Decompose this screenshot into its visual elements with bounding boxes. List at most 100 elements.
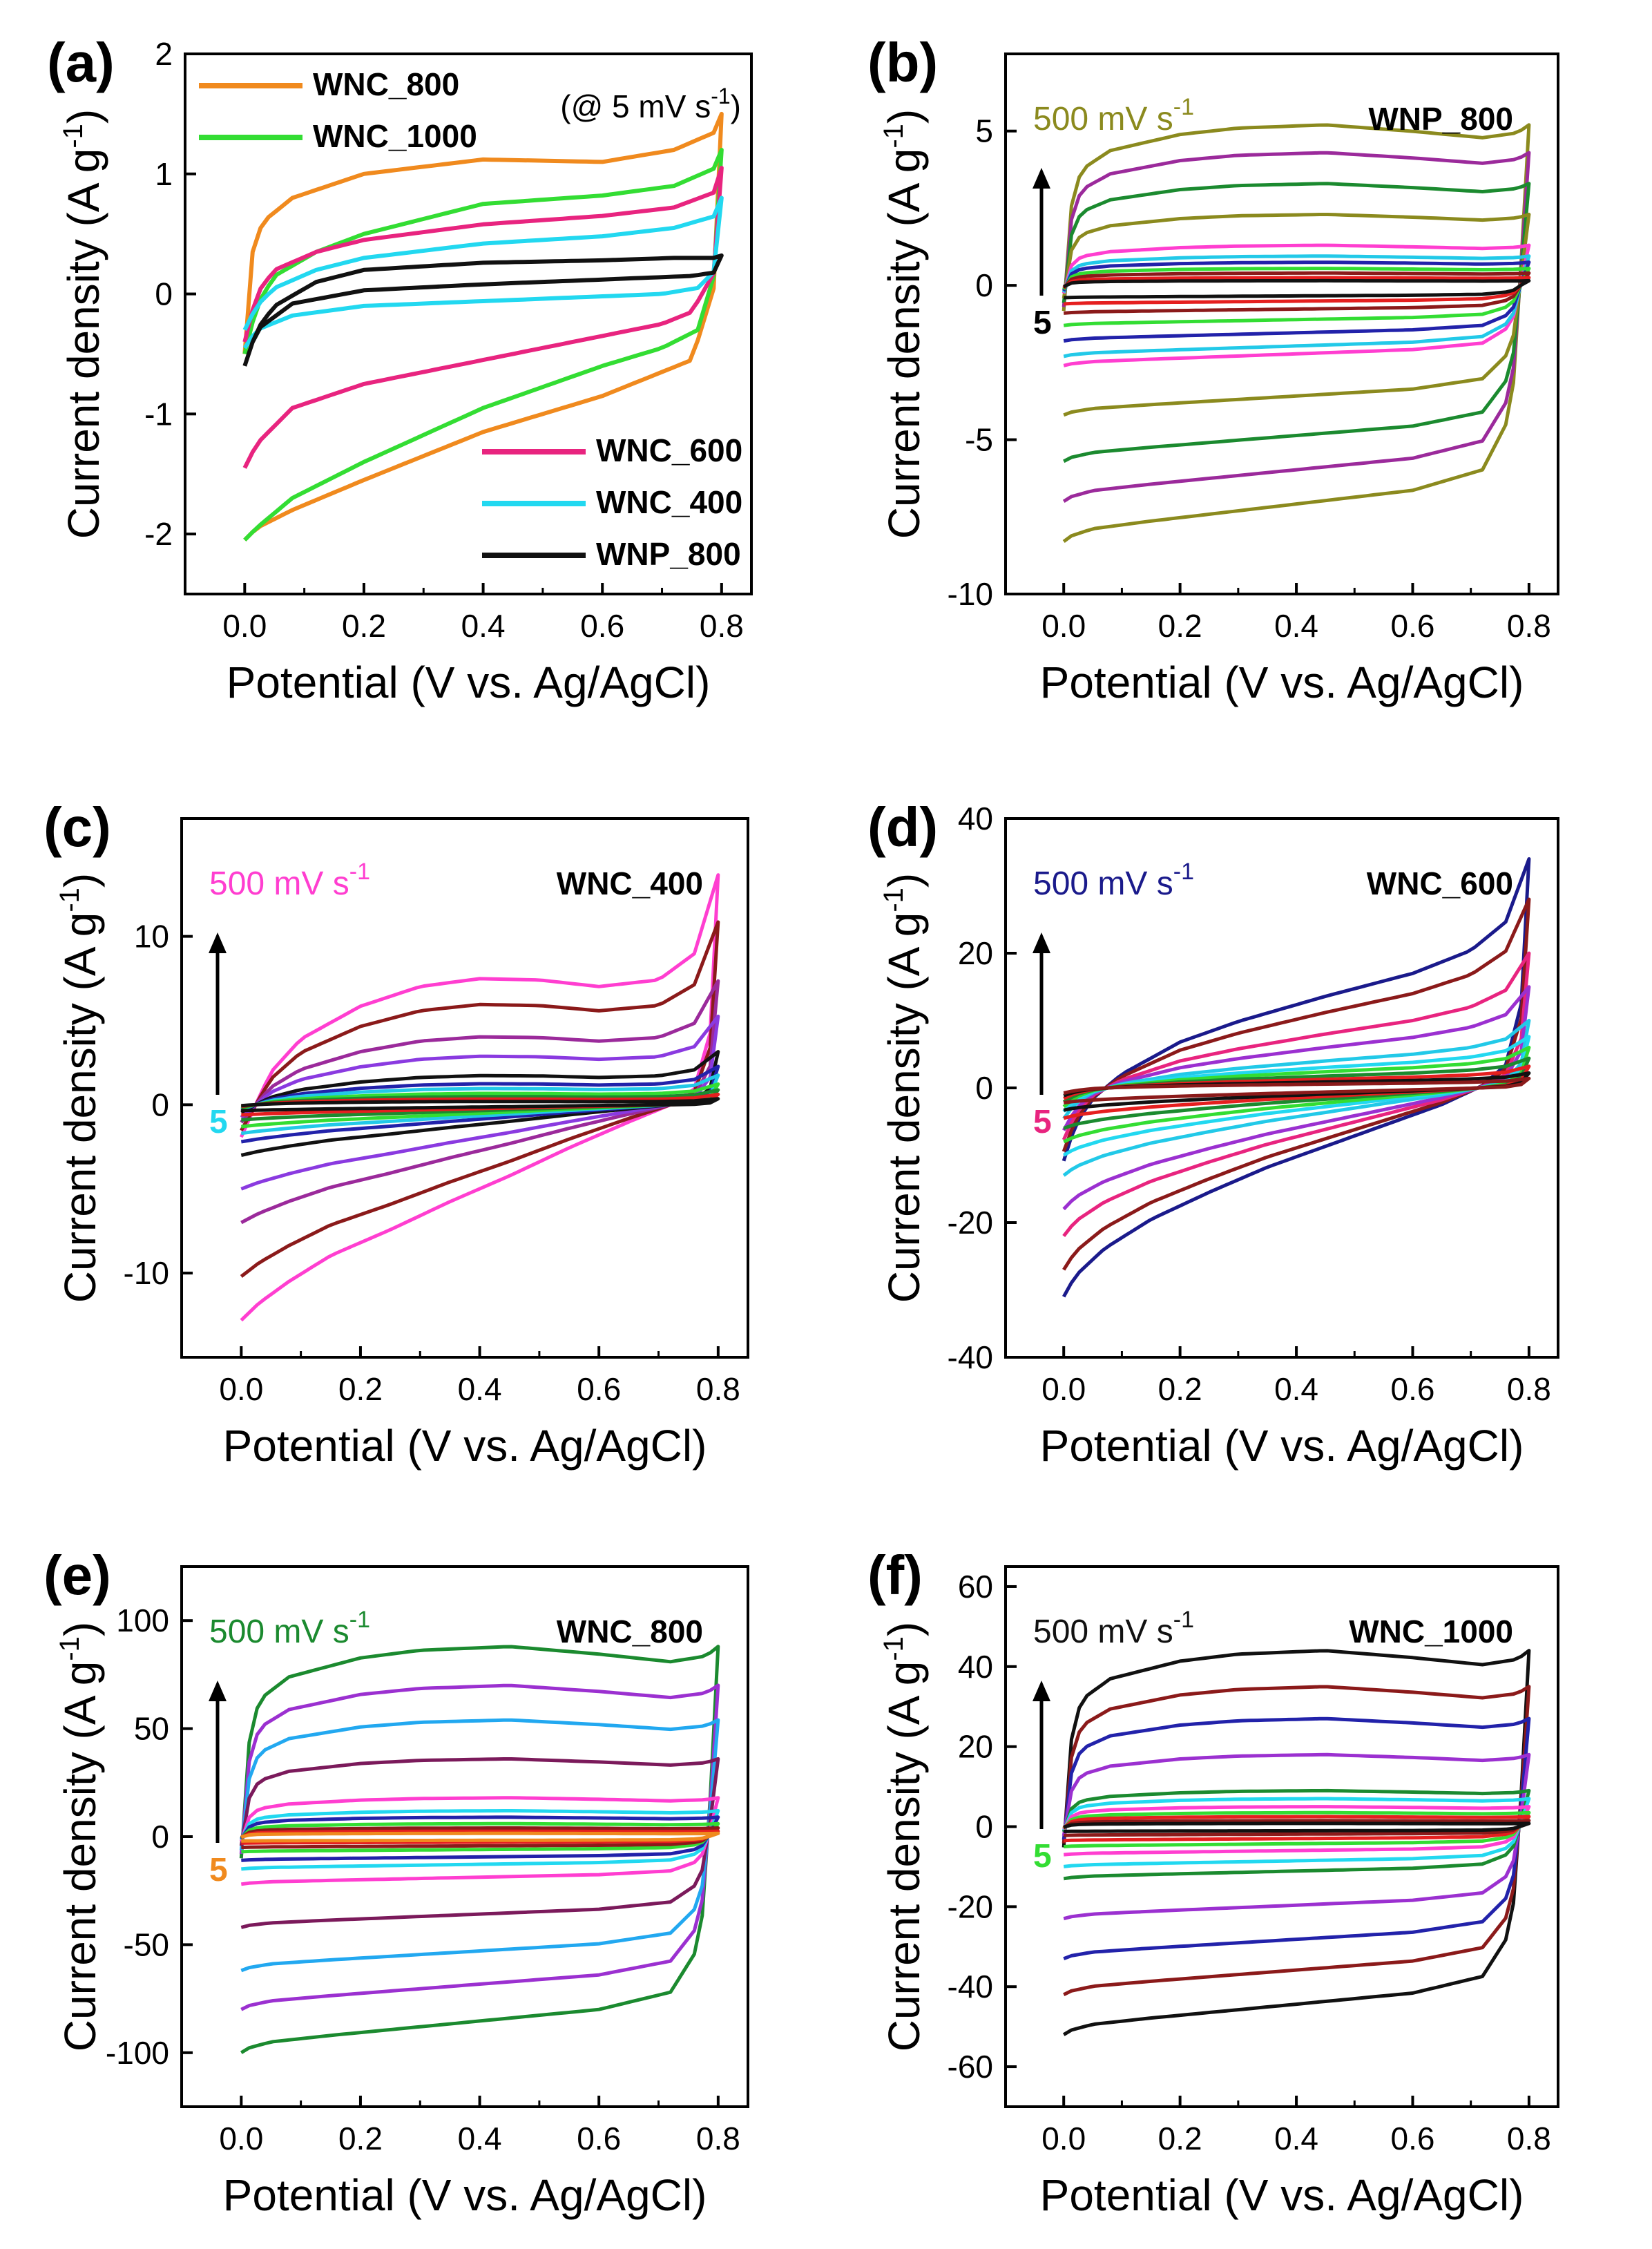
y-axis-title-main: Current density (A g	[55, 1661, 105, 2052]
cv-curve-30-mv-s	[1062, 1056, 1531, 1130]
cv-curve-500-mv-s	[1062, 857, 1531, 1298]
scan-rate-top-label: 500 mV s-1	[209, 859, 370, 902]
x-tick-label: 0.8	[1507, 608, 1551, 644]
cv-curve-300-mv-s	[1062, 1716, 1531, 1961]
cv-curve-10-mv-s	[1062, 276, 1531, 306]
rate-main: 500 mV s	[209, 1614, 349, 1650]
y-axis-title-end: )	[879, 1622, 929, 1636]
x-tick-label: 0.6	[577, 2121, 621, 2156]
scan-rate-bottom-label: 5	[209, 1104, 228, 1140]
cv-curve-wnc-1000	[242, 148, 724, 542]
sample-label: WNP_800	[1368, 101, 1513, 137]
scan-rate-annotation: (@ 5 mV s-1)	[560, 84, 741, 124]
chart-panel-f: 0.0 0.2 0.4 0.6 0.8 -60 -40 -20 0 20 40 60 Potential…	[867, 1544, 1559, 2220]
cv-curve-wnc-400	[242, 195, 724, 350]
y-axis-title-end: )	[55, 873, 105, 888]
cv-curve-100-mv-s	[1062, 1019, 1531, 1177]
x-tick-label: 0.8	[1507, 2121, 1551, 2156]
y-tick-label: 5	[975, 113, 993, 149]
y-tick-label: 100	[116, 1602, 169, 1638]
x-tick-label: 0.6	[1390, 2121, 1434, 2156]
plot-frame	[1004, 52, 1559, 595]
scan-rate-bottom-label: 5	[1033, 305, 1052, 341]
panel-label: (d)	[867, 796, 938, 858]
cv-curve-20-mv-s	[240, 1088, 720, 1122]
y-tick-label: 0	[975, 1070, 993, 1106]
y-axis-title: Current density (A g-1)	[55, 1622, 105, 2051]
rate-main: 500 mV s	[209, 865, 349, 902]
x-axis-title: Potential (V vs. Ag/AgCl)	[1040, 2170, 1524, 2220]
rate-sup: -1	[349, 1607, 370, 1633]
y-tick-label: -10	[948, 576, 993, 612]
y-axis-title: Current density (A g-1)	[878, 873, 929, 1303]
y-tick-label: 20	[958, 935, 993, 971]
cv-curve-50-mv-s	[1062, 1035, 1531, 1157]
cv-curve-40-mv-s	[240, 1073, 720, 1136]
cv-curve-30-mv-s	[240, 1821, 720, 1854]
y-axis-title-main: Current density (A g	[879, 1661, 929, 2052]
y-axis-title-main: Current density (A g	[59, 149, 108, 539]
plot-frame	[180, 817, 749, 1359]
cv-curve-10-mv-s	[240, 1829, 720, 1845]
scan-rate-arrowhead	[1032, 1681, 1050, 1701]
legend-label-wnc-1000: WNC_1000	[313, 118, 477, 154]
cv-curve-300-mv-s	[240, 979, 720, 1225]
y-tick-label: -50	[124, 1926, 169, 1962]
scan-rate-arrowhead	[209, 1681, 227, 1701]
y-tick-label: 0	[975, 1809, 993, 1845]
y-tick-label: -40	[948, 1969, 993, 2004]
scan-rate-bottom-label: 5	[1033, 1104, 1052, 1140]
sample-label: WNC_400	[557, 865, 703, 901]
curve-group	[242, 111, 724, 542]
y-axis-title-sup: -1	[55, 1636, 85, 1661]
cv-curve-40-mv-s	[1062, 260, 1531, 343]
curve-group	[239, 1645, 720, 2054]
x-tick-label: 0.4	[461, 608, 506, 644]
cv-curve-300-mv-s	[1062, 951, 1531, 1238]
plot-frame	[184, 52, 753, 595]
scan-rate-bottom-label: 5	[209, 1852, 228, 1888]
x-tick-label: 0.8	[696, 2121, 740, 2156]
x-tick-label: 0.2	[338, 1371, 383, 1407]
x-tick-label: 0.2	[1158, 1371, 1202, 1407]
y-tick-label: -20	[948, 1205, 993, 1241]
y-axis-title: Current density (A g-1)	[878, 109, 929, 539]
x-tick-label: 0.6	[577, 1371, 621, 1407]
x-tick-label: 0.8	[696, 1371, 740, 1407]
legend-label-wnc-400: WNC_400	[596, 484, 742, 520]
x-tick-label: 0.0	[1041, 2121, 1086, 2156]
x-axis-title: Potential (V vs. Ag/AgCl)	[223, 2170, 707, 2220]
y-tick-label: 0	[151, 1819, 169, 1855]
cv-curve-200-mv-s	[1062, 1752, 1531, 1921]
cv-curve-100-mv-s	[240, 1050, 720, 1157]
y-tick-label: 20	[958, 1729, 993, 1765]
x-axis-title: Potential (V vs. Ag/AgCl)	[1040, 1421, 1524, 1471]
y-axis-title: Current density (A g-1)	[58, 109, 108, 539]
cv-curve-50-mv-s	[240, 1809, 720, 1871]
y-axis-title-main: Current density (A g	[55, 912, 105, 1303]
cv-curve-200-mv-s	[1062, 212, 1531, 417]
cv-curve-50-mv-s	[1062, 254, 1531, 358]
x-tick-label: 0.6	[1390, 608, 1434, 644]
y-axis-title-sup: -1	[878, 1636, 909, 1661]
y-tick-label: 0	[151, 1087, 169, 1122]
rate-main: 500 mV s	[1033, 1614, 1173, 1650]
cv-curve-50-mv-s	[240, 1064, 720, 1144]
y-axis-title-end: )	[879, 109, 929, 124]
x-tick-label: 0.0	[222, 608, 267, 644]
x-tick-label: 0.2	[338, 2121, 383, 2156]
x-tick-label: 0.0	[1041, 608, 1086, 644]
cv-curve-30-mv-s	[1062, 1810, 1531, 1848]
y-tick-label: 0	[975, 267, 993, 303]
cv-curve-400-mv-s	[239, 1683, 720, 2011]
annotation-sup: -1	[711, 84, 730, 108]
cv-curve-500-mv-s	[1062, 123, 1531, 544]
cv-curve-500-mv-s	[239, 1645, 720, 2054]
legend-label-wnc-800: WNC_800	[313, 66, 459, 102]
panel-label: (b)	[867, 32, 938, 93]
cv-curve-30-mv-s	[1062, 267, 1531, 327]
x-tick-label: 0.2	[1158, 2121, 1202, 2156]
cv-curve-20-mv-s	[1062, 271, 1531, 315]
sample-label: WNC_800	[557, 1614, 703, 1649]
